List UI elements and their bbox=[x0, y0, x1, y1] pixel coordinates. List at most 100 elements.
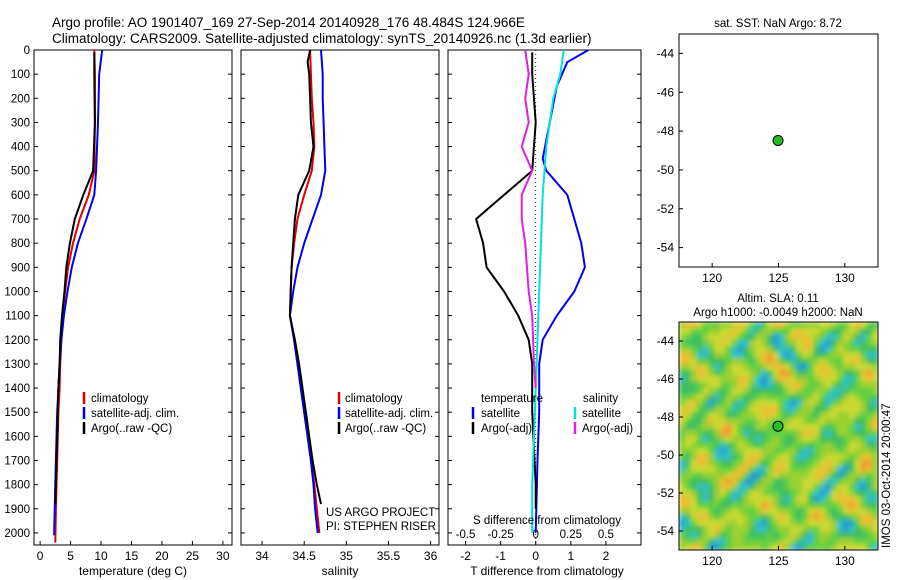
sla-heatmap bbox=[679, 322, 878, 550]
sla-heatmap-cell bbox=[719, 406, 727, 413]
sla-heatmap-cell bbox=[684, 538, 692, 545]
sla-heatmap-cell bbox=[866, 520, 873, 527]
sla-heatmap-cell bbox=[801, 466, 809, 473]
sla-heatmap-cell bbox=[860, 418, 867, 425]
sla-heatmap-cell bbox=[831, 406, 838, 413]
sla-heatmap-cell bbox=[842, 454, 850, 461]
sla-heatmap-cell bbox=[702, 400, 709, 407]
sla-heatmap-cell bbox=[819, 358, 826, 365]
sla-heatmap-cell bbox=[801, 460, 809, 467]
sla-heatmap-cell bbox=[755, 502, 762, 509]
sla-heatmap-cell bbox=[825, 442, 832, 449]
sla-heatmap-cell bbox=[684, 466, 692, 473]
sla-heatmap-cell bbox=[825, 472, 832, 479]
sla-heatmap-cell bbox=[719, 364, 727, 371]
sla-heatmap-cell bbox=[778, 460, 785, 467]
sla-heatmap-cell bbox=[731, 394, 739, 401]
sla-heatmap-cell bbox=[860, 496, 867, 503]
sla-heatmap-cell bbox=[725, 514, 733, 521]
sla-heatmap-cell bbox=[842, 430, 850, 437]
sla-heatmap-cell bbox=[866, 352, 873, 359]
difference-xtick-label: 0 bbox=[532, 549, 539, 563]
sla-heatmap-cell bbox=[801, 322, 809, 329]
sla-heatmap-cell bbox=[731, 328, 739, 335]
sla-heatmap-cell bbox=[760, 430, 768, 437]
sla-heatmap-cell bbox=[725, 442, 733, 449]
sla-heatmap-cell bbox=[866, 472, 873, 479]
sla-heatmap-cell bbox=[854, 436, 862, 443]
sla-heatmap-cell bbox=[725, 430, 733, 437]
sla-heatmap-cell bbox=[684, 370, 692, 377]
sla-heatmap-cell bbox=[842, 490, 850, 497]
sla-heatmap-cell bbox=[872, 496, 878, 503]
sla-heatmap-cell bbox=[696, 418, 704, 425]
sla-heatmap-cell bbox=[760, 520, 768, 527]
sla-heatmap-cell bbox=[837, 520, 844, 527]
sla-heatmap-cell bbox=[831, 502, 838, 509]
sla-heatmap-cell bbox=[854, 322, 862, 329]
sla-heatmap-cell bbox=[679, 370, 686, 377]
sla-heatmap-cell bbox=[860, 424, 867, 431]
sla-heatmap-cell bbox=[714, 532, 721, 539]
sla-heatmap-cell bbox=[772, 484, 780, 491]
sla-heatmap-cell bbox=[842, 418, 850, 425]
sla-heatmap-cell bbox=[784, 454, 791, 461]
sla-heatmap-cell bbox=[819, 496, 826, 503]
sla-heatmap-cell bbox=[731, 418, 739, 425]
sla-heatmap-cell bbox=[825, 508, 832, 515]
sla-heatmap-cell bbox=[801, 364, 809, 371]
salinity-xtick-label: 34 bbox=[255, 549, 269, 563]
sla-heatmap-cell bbox=[690, 514, 698, 521]
sla-heatmap-cell bbox=[848, 490, 856, 497]
sla-heatmap-cell bbox=[854, 412, 862, 419]
sla-heatmap-cell bbox=[848, 526, 856, 533]
sla-heatmap-cell bbox=[860, 358, 867, 365]
sla-heatmap-cell bbox=[790, 394, 797, 401]
sla-heatmap-cell bbox=[831, 430, 838, 437]
sla-heatmap-cell bbox=[737, 352, 744, 359]
sla-heatmap-cell bbox=[766, 406, 774, 413]
sla-heatmap-cell bbox=[784, 460, 791, 467]
sst-map-xtick-label: 130 bbox=[835, 271, 855, 285]
sla-heatmap-cell bbox=[755, 526, 762, 533]
sla-heatmap-cell bbox=[866, 544, 873, 550]
sla-heatmap-cell bbox=[719, 352, 727, 359]
depth-tick-label: 1600 bbox=[4, 431, 30, 443]
sla-heatmap-cell bbox=[860, 514, 867, 521]
sla-heatmap-cell bbox=[872, 430, 878, 437]
difference-xlabel: T difference from climatology bbox=[470, 564, 624, 578]
sla-heatmap-cell bbox=[872, 448, 878, 455]
sla-heatmap-cell bbox=[714, 454, 721, 461]
difference-x2tick-label: 0.5 bbox=[598, 529, 614, 541]
salinity-xtick-label: 36 bbox=[424, 549, 438, 563]
sla-heatmap-cell bbox=[848, 370, 856, 377]
sla-map-argo-marker bbox=[772, 420, 784, 432]
sla-heatmap-cell bbox=[778, 454, 785, 461]
sla-heatmap-cell bbox=[749, 472, 756, 479]
sla-heatmap-cell bbox=[796, 538, 803, 545]
sla-heatmap-cell bbox=[708, 508, 715, 515]
sla-heatmap-cell bbox=[725, 478, 733, 485]
sla-heatmap-cell bbox=[819, 484, 826, 491]
sla-heatmap-cell bbox=[866, 406, 873, 413]
sla-heatmap-cell bbox=[772, 370, 780, 377]
sla-heatmap-cell bbox=[684, 508, 692, 515]
sla-heatmap-cell bbox=[731, 412, 739, 419]
sst-map-axes bbox=[678, 33, 879, 268]
difference-series-satellite bbox=[534, 50, 589, 533]
temperature-xtick-label: 30 bbox=[216, 549, 230, 563]
sla-heatmap-cell bbox=[848, 448, 856, 455]
difference-xtick-label: 2 bbox=[603, 549, 610, 563]
sla-heatmap-cell bbox=[825, 484, 832, 491]
sla-heatmap-cell bbox=[702, 352, 709, 359]
sla-heatmap-cell bbox=[755, 358, 762, 365]
depth-tick-label: 1700 bbox=[4, 455, 30, 467]
sla-heatmap-cell bbox=[725, 520, 733, 527]
sla-heatmap-cell bbox=[708, 532, 715, 539]
sla-heatmap-cell bbox=[854, 430, 862, 437]
sla-heatmap-cell bbox=[848, 484, 856, 491]
sla-heatmap-cell bbox=[807, 526, 815, 533]
sst-map-ytick-label: -50 bbox=[657, 163, 675, 177]
sla-heatmap-cell bbox=[866, 508, 873, 515]
depth-tick-label: 800 bbox=[11, 238, 30, 250]
